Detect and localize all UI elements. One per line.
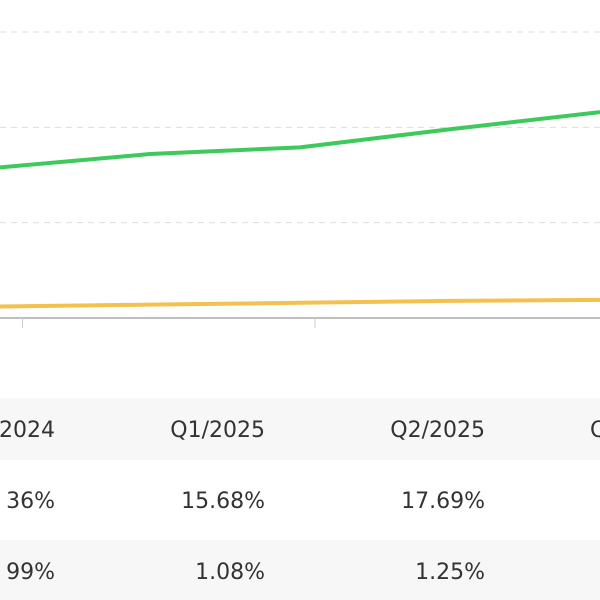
table-cell: 99% [6,560,55,585]
table-header-bg [0,398,600,460]
table-cell: 1.08% [195,560,265,585]
table-header-cell: Q [590,418,600,443]
table-cell: 1.25% [415,560,485,585]
table-header-cell: Q1/2025 [170,418,265,443]
table-row-bg [0,540,600,600]
table-cell: 15.68% [181,489,265,514]
table-cell: 36% [6,489,55,514]
table-header-cell: 2024 [0,418,55,443]
table-header-cell: Q2/2025 [390,418,485,443]
series-line [0,110,600,170]
table-cell: 17.69% [401,489,485,514]
series-line [0,297,600,309]
